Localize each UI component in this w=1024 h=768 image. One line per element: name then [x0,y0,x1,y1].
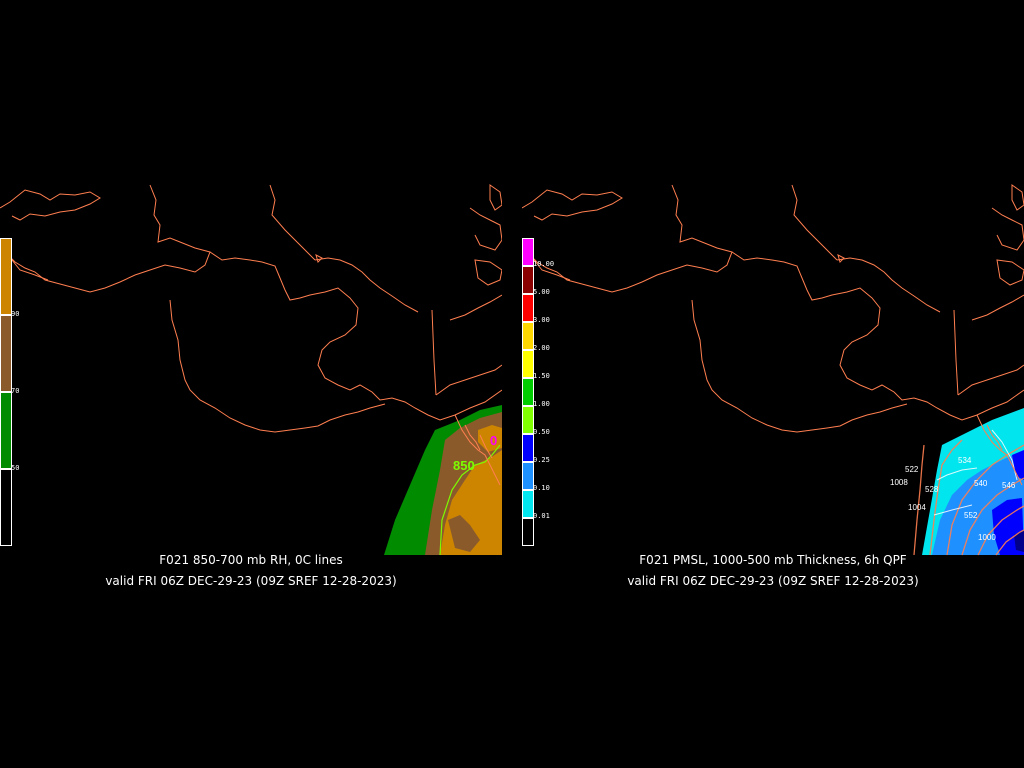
rh-colorbar-label: 70 [11,387,20,395]
qpf-colorbar-label: 0.50 [533,428,550,436]
rh-fill-region [384,405,502,555]
rh-colorbar-label: 90 [11,310,20,318]
qpf-fill-region [922,408,1024,555]
pressure-label: 1008 [890,478,908,487]
thickness-label: 522 [905,465,919,474]
rh-map: 850 0 [0,184,502,556]
qpf-colorbar-label: 0.25 [533,456,550,464]
qpf-colorbar-label: 3.00 [533,316,550,324]
thickness-labels: 522 528 534 540 546 552 [905,456,1016,520]
thickness-label: 528 [925,485,939,494]
rh-colorbar [0,238,12,546]
pmsl-map: 522 528 534 540 546 552 1008 1004 1000 [522,184,1024,556]
rh-colorbar-label: 50 [11,464,20,472]
rh-map-panel: 850 0 90 70 50 [0,180,502,560]
magenta-contour-label: 0 [490,433,497,448]
qpf-colorbar-label: 5.00 [533,288,550,296]
qpf-colorbar-segment [522,266,534,294]
rh-colorbar-segment [0,315,12,392]
thickness-label: 540 [974,479,988,488]
rh-colorbar-segment [0,469,12,546]
qpf-colorbar-segment [522,490,534,518]
rh-colorbar-segment [0,392,12,469]
pressure-label: 1000 [978,533,996,542]
qpf-colorbar-label: 1.00 [533,400,550,408]
qpf-colorbar-segment [522,350,534,378]
contour-label-850: 850 [453,458,475,473]
qpf-colorbar-segment [522,462,534,490]
qpf-colorbar-label: 2.00 [533,344,550,352]
qpf-colorbar-label: 10.00 [533,260,555,268]
right-panel-title: F021 PMSL, 1000-500 mb Thickness, 6h QPF [639,553,907,567]
thickness-label: 534 [958,456,972,465]
qpf-colorbar [522,238,534,546]
pmsl-map-panel: 522 528 534 540 546 552 1008 1004 1000 [522,180,1024,560]
right-panel-valid-time: valid FRI 06Z DEC-29-23 (09Z SREF 12-28-… [627,574,919,588]
qpf-colorbar-segment [522,378,534,406]
qpf-colorbar-label: 0.10 [533,484,550,492]
qpf-colorbar-segment [522,294,534,322]
qpf-colorbar-segment [522,406,534,434]
pressure-label: 1004 [908,503,926,512]
qpf-colorbar-label: 0.01 [533,512,550,520]
thickness-contours [913,439,1024,556]
qpf-colorbar-segment [522,322,534,350]
pressure-labels: 1008 1004 1000 [890,478,996,542]
qpf-colorbar-segment [522,518,534,546]
thickness-label: 546 [1002,481,1016,490]
coastline [0,184,502,486]
rh-colorbar-segment [0,238,12,315]
left-panel-valid-time: valid FRI 06Z DEC-29-23 (09Z SREF 12-28-… [105,574,397,588]
qpf-colorbar-segment [522,238,534,266]
qpf-colorbar-label: 1.50 [533,372,550,380]
qpf-colorbar-segment [522,434,534,462]
left-panel-title: F021 850-700 mb RH, 0C lines [159,553,343,567]
thickness-label: 552 [964,511,978,520]
coastline [522,184,1024,486]
